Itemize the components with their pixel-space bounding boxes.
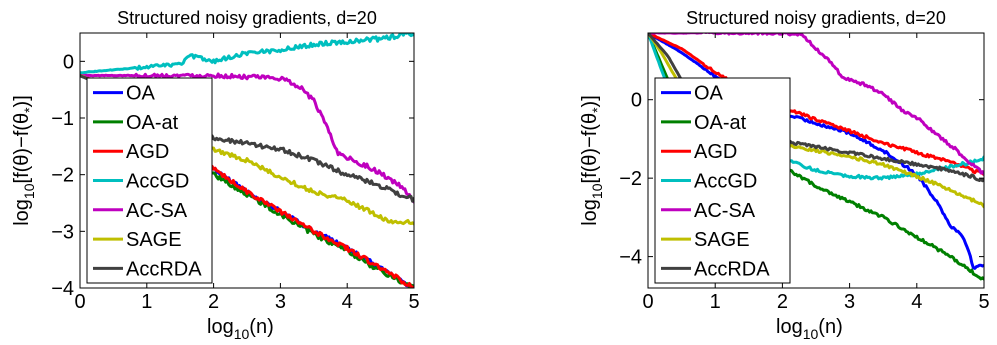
plot-frame bbox=[79, 32, 415, 289]
legend-label: AC-SA bbox=[126, 200, 188, 222]
y-tick-label: 0 bbox=[631, 90, 642, 112]
x-tick-label: 1 bbox=[141, 291, 152, 313]
chart-panel-2: Structured noisy gradients, d=20 0 1 2 3 4 5 −4… bbox=[579, 8, 990, 342]
legend-label: SAGE bbox=[126, 229, 182, 251]
y-axis-label: log10[f(θ)−f(θ*)] bbox=[579, 95, 605, 226]
x-tick-label: 2 bbox=[777, 291, 788, 313]
series-line-ac-sa bbox=[80, 72, 414, 204]
x-axis-label: log10(n) bbox=[776, 316, 843, 342]
series-line-ac-sa bbox=[648, 33, 984, 176]
x-tick-label: 3 bbox=[844, 291, 855, 313]
legend-label: AccGD bbox=[694, 171, 757, 193]
chart-title: Structured noisy gradients, d=20 bbox=[117, 8, 377, 28]
x-tick-label: 5 bbox=[408, 291, 419, 313]
legend: OA OA-at AGD AccGD AC-SA SAGE AccRDA bbox=[654, 77, 791, 284]
y-tick-label: −4 bbox=[51, 278, 74, 300]
chart-title: Structured noisy gradients, d=20 bbox=[686, 8, 946, 28]
y-tick-label: −1 bbox=[51, 108, 74, 130]
y-axis-label: log10[f(θ)−f(θ*)] bbox=[11, 95, 37, 226]
x-tick-label: 4 bbox=[342, 291, 353, 313]
x-axis-label: log10(n) bbox=[207, 316, 274, 342]
x-tick-label: 3 bbox=[275, 291, 286, 313]
x-tick-label: 2 bbox=[208, 291, 219, 313]
y-tick-label: −2 bbox=[51, 165, 74, 187]
legend-label: AccRDA bbox=[694, 258, 770, 280]
x-tick-label: 4 bbox=[911, 291, 922, 313]
legend-label: OA bbox=[694, 83, 724, 105]
legend-label: AGD bbox=[694, 141, 737, 163]
chart-panel-1: Structured noisy gradients, d=20 0 1 2 3 4 5 −4… bbox=[11, 8, 420, 342]
legend-label: SAGE bbox=[694, 229, 750, 251]
legend-label: AccGD bbox=[126, 171, 189, 193]
legend-label: OA-at bbox=[126, 112, 179, 134]
y-tick-label: −4 bbox=[619, 247, 642, 269]
legend: OA OA-at AGD AccGD AC-SA SAGE AccRDA bbox=[86, 77, 213, 284]
legend-label: AccRDA bbox=[126, 258, 202, 280]
legend-label: AGD bbox=[126, 141, 169, 163]
x-tick-label: 5 bbox=[978, 291, 989, 313]
plot-frame bbox=[647, 32, 985, 289]
x-tick-label: 0 bbox=[642, 291, 653, 313]
series-line-oa bbox=[648, 33, 984, 270]
x-tick-label: 1 bbox=[710, 291, 721, 313]
y-tick-label: 0 bbox=[63, 51, 74, 73]
series-line-accgd bbox=[80, 33, 414, 75]
legend-label: OA-at bbox=[694, 112, 747, 134]
legend-label: OA bbox=[126, 83, 156, 105]
x-tick-label: 0 bbox=[74, 291, 85, 313]
legend-label: AC-SA bbox=[694, 200, 756, 222]
y-tick-label: −2 bbox=[619, 168, 642, 190]
y-tick-label: −3 bbox=[51, 221, 74, 243]
series-line-agd bbox=[648, 33, 984, 177]
